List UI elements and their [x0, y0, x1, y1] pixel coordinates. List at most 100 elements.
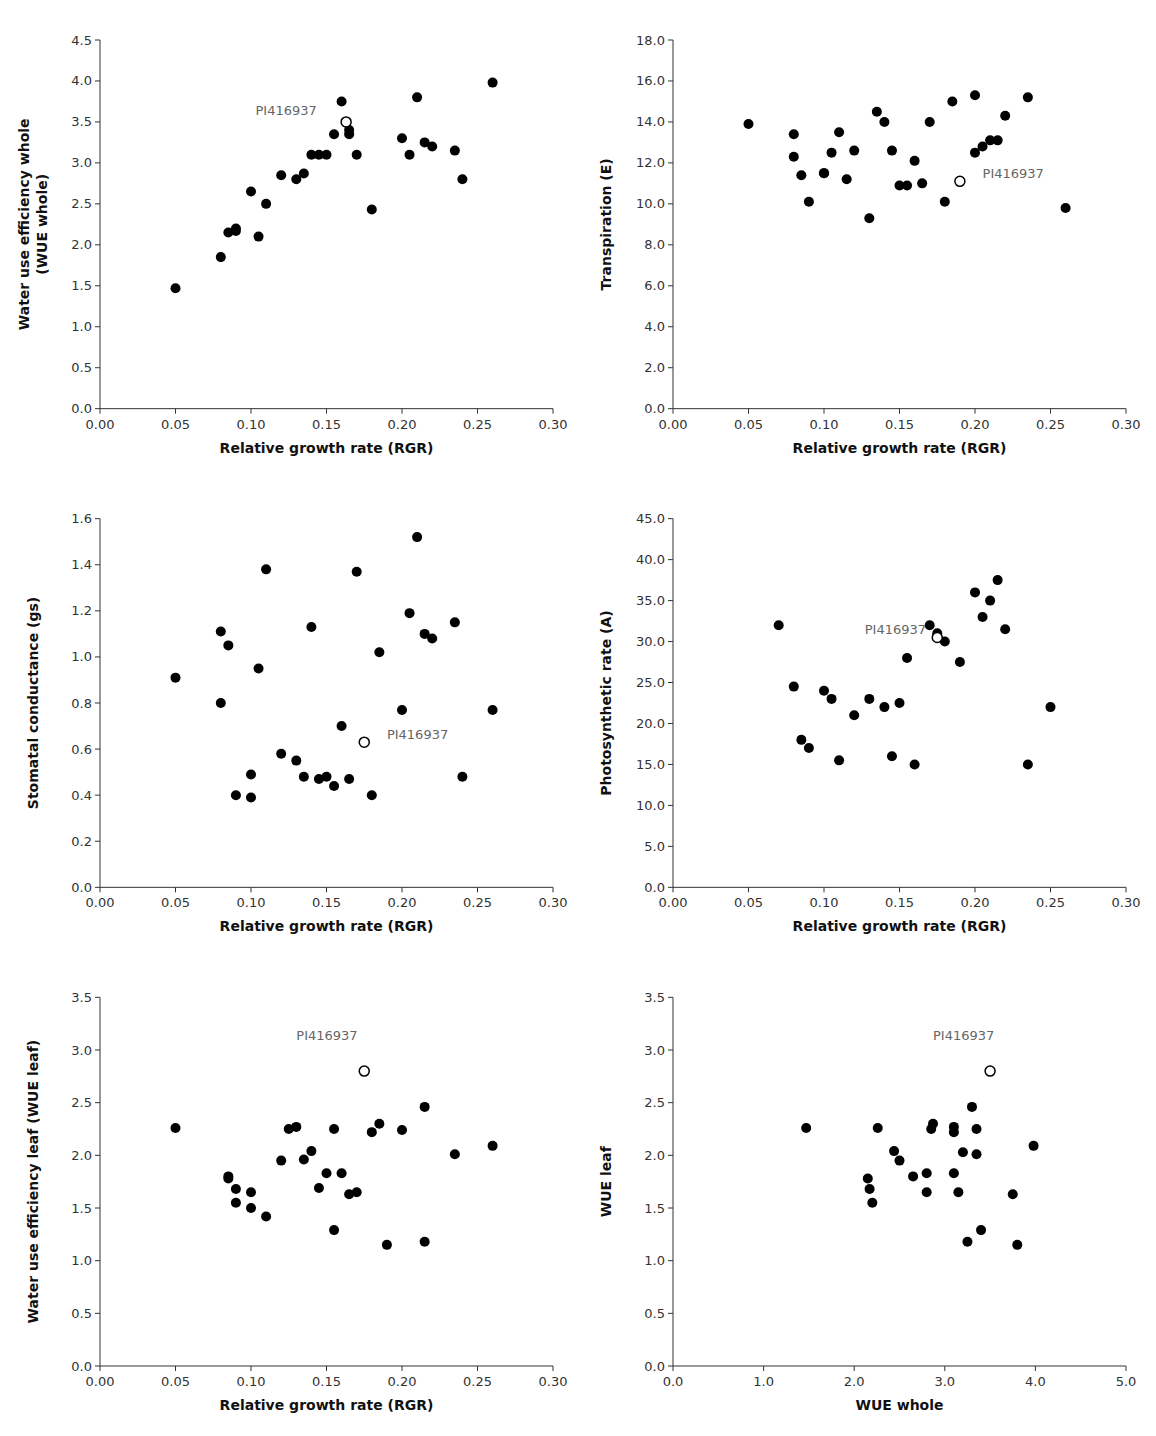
point	[254, 232, 264, 242]
y-tick-label: 0.0	[71, 1359, 92, 1374]
point	[359, 1066, 369, 1076]
x-tick-label: 0.00	[86, 1374, 115, 1389]
y-tick	[95, 1313, 100, 1314]
x-tick-label: 4.0	[1025, 1374, 1046, 1389]
point	[405, 608, 415, 618]
x-tick	[673, 1366, 674, 1371]
y-tick	[95, 1102, 100, 1103]
x-tick-label: 0.20	[961, 417, 990, 432]
point	[291, 1122, 301, 1132]
point	[488, 1141, 498, 1151]
highlight-point	[359, 737, 369, 747]
point	[246, 187, 256, 197]
highlight-point	[359, 1066, 369, 1076]
plot-area	[171, 532, 498, 802]
point	[223, 640, 233, 650]
point	[819, 686, 829, 696]
x-tick	[402, 887, 403, 892]
y-tick	[95, 887, 100, 888]
y-tick-label: 3.5	[71, 114, 92, 129]
point	[405, 150, 415, 160]
panel: 0.000.050.100.150.200.250.300.00.20.40.6…	[25, 511, 567, 934]
y-axis-line	[673, 519, 674, 888]
y-tick	[668, 805, 673, 806]
x-tick-label: 0.20	[388, 1374, 417, 1389]
x-tick	[1050, 887, 1051, 892]
point	[306, 622, 316, 632]
y-tick-label: 4.5	[71, 33, 92, 48]
y-tick	[95, 610, 100, 611]
x-tick-label: 0.15	[312, 895, 341, 910]
y-tick-label: 6.0	[644, 278, 665, 293]
y-tick	[668, 997, 673, 998]
point	[420, 1237, 430, 1247]
y-tick	[95, 285, 100, 286]
y-tick-label: 1.6	[71, 511, 92, 526]
x-tick	[748, 887, 749, 892]
point	[261, 199, 271, 209]
y-tick	[95, 80, 100, 81]
x-tick	[251, 1366, 252, 1371]
point	[887, 751, 897, 761]
point	[949, 1168, 959, 1178]
x-tick-label: 0.15	[885, 417, 914, 432]
point	[246, 792, 256, 802]
x-tick-label: 0.25	[463, 417, 492, 432]
x-tick-label: 0.00	[86, 417, 115, 432]
point	[873, 1123, 883, 1133]
point	[895, 1156, 905, 1166]
x-tick-label: 0.25	[463, 1374, 492, 1389]
y-axis-label: WUE leaf	[598, 1145, 614, 1217]
y-tick	[668, 518, 673, 519]
point	[796, 170, 806, 180]
point	[276, 1156, 286, 1166]
y-tick-label: 0.0	[71, 880, 92, 895]
x-tick-label: 0.00	[659, 895, 688, 910]
x-axis-label: Relative growth rate (RGR)	[220, 440, 434, 456]
panel: 0.000.050.100.150.200.250.300.00.51.01.5…	[16, 33, 567, 456]
x-tick-label: 3.0	[934, 1374, 955, 1389]
point	[397, 705, 407, 715]
point	[789, 152, 799, 162]
y-tick-label: 16.0	[636, 73, 665, 88]
point	[789, 682, 799, 692]
y-tick-label: 14.0	[636, 114, 665, 129]
point	[940, 197, 950, 207]
annotation: PI416937	[296, 1028, 357, 1043]
plot-area	[744, 90, 1071, 223]
point	[322, 150, 332, 160]
y-axis-label: Water use efficiency leaf (WUE leaf)	[25, 1040, 41, 1324]
point	[910, 759, 920, 769]
highlight-point	[985, 1066, 995, 1076]
y-tick-label: 0.5	[644, 1306, 665, 1321]
y-tick	[95, 367, 100, 368]
point	[329, 1225, 339, 1235]
point	[231, 226, 241, 236]
point	[970, 90, 980, 100]
y-tick-label: 45.0	[636, 511, 665, 526]
y-tick	[668, 1208, 673, 1209]
point	[246, 1187, 256, 1197]
point	[863, 1174, 873, 1184]
point	[917, 178, 927, 188]
point	[329, 129, 339, 139]
y-axis-label: Water use efficiency whole(WUE whole)	[16, 118, 50, 330]
x-tick	[100, 409, 101, 414]
point	[314, 1183, 324, 1193]
y-tick-label: 18.0	[636, 33, 665, 48]
point	[910, 156, 920, 166]
point	[397, 1125, 407, 1135]
y-tick	[668, 244, 673, 245]
point	[949, 1127, 959, 1137]
y-tick	[668, 285, 673, 286]
point	[970, 587, 980, 597]
y-axis-label: Photosynthetic rate (A)	[598, 610, 614, 795]
panel: 0.01.02.03.04.05.00.00.51.01.52.02.53.03…	[598, 990, 1136, 1413]
point	[299, 169, 309, 179]
y-tick-label: 8.0	[644, 237, 665, 252]
x-tick-label: 5.0	[1116, 1374, 1137, 1389]
point	[834, 127, 844, 137]
point	[246, 769, 256, 779]
y-tick	[95, 1050, 100, 1051]
y-tick	[95, 326, 100, 327]
